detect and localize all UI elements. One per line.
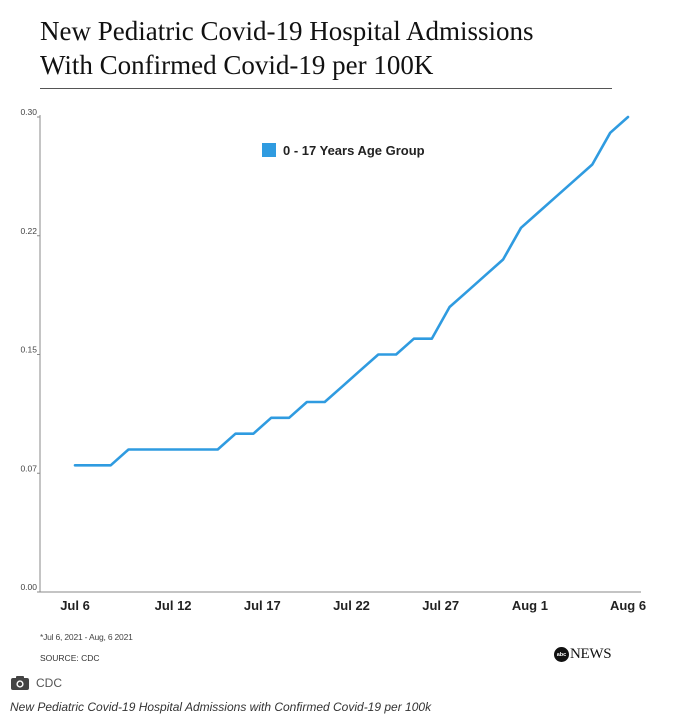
chart-title: New Pediatric Covid-19 Hospital Admissio… xyxy=(40,14,640,82)
x-tick-label: Jul 22 xyxy=(333,598,370,613)
series-line xyxy=(73,115,630,467)
axes: 0.00 0.07 0.15 0.22 0.30 Jul 6 Jul 12 Jul 17 Jul… xyxy=(20,107,646,613)
camera-icon xyxy=(10,675,30,691)
y-tick-label: 0.15 xyxy=(20,345,37,355)
y-tick-label: 0.00 xyxy=(20,582,37,592)
y-tick-label: 0.30 xyxy=(20,107,37,117)
abc-news-logo: abc NEWS xyxy=(554,646,612,663)
title-line-1: New Pediatric Covid-19 Hospital Admissio… xyxy=(40,16,534,46)
legend-label: 0 - 17 Years Age Group xyxy=(283,143,425,158)
news-wordmark: NEWS xyxy=(570,646,612,662)
photo-credit: CDC xyxy=(10,675,62,691)
series-group xyxy=(73,115,630,467)
line-chart: 0.00 0.07 0.15 0.22 0.30 Jul 6 Jul 12 Jul 17 Jul… xyxy=(20,107,646,613)
legend: 0 - 17 Years Age Group xyxy=(262,143,425,158)
x-tick-label: Jul 27 xyxy=(422,598,459,613)
x-tick-label: Jul 17 xyxy=(244,598,281,613)
legend-swatch xyxy=(262,143,276,157)
x-tick-label: Jul 6 xyxy=(60,598,90,613)
credit-text: CDC xyxy=(36,676,62,690)
title-line-2: With Confirmed Covid-19 per 100K xyxy=(40,50,434,80)
title-divider xyxy=(40,88,612,89)
source-label: SOURCE: CDC xyxy=(40,653,100,663)
y-tick-label: 0.07 xyxy=(20,463,37,473)
image-caption: New Pediatric Covid-19 Hospital Admissio… xyxy=(10,700,432,714)
x-tick-label: Aug 1 xyxy=(512,598,548,613)
y-tick-label: 0.22 xyxy=(20,226,37,236)
x-tick-label: Jul 12 xyxy=(155,598,192,613)
date-range-footnote: *Jul 6, 2021 - Aug, 6 2021 xyxy=(40,632,133,642)
abc-logo-mark: abc xyxy=(554,647,569,662)
x-tick-label: Aug 6 xyxy=(610,598,646,613)
